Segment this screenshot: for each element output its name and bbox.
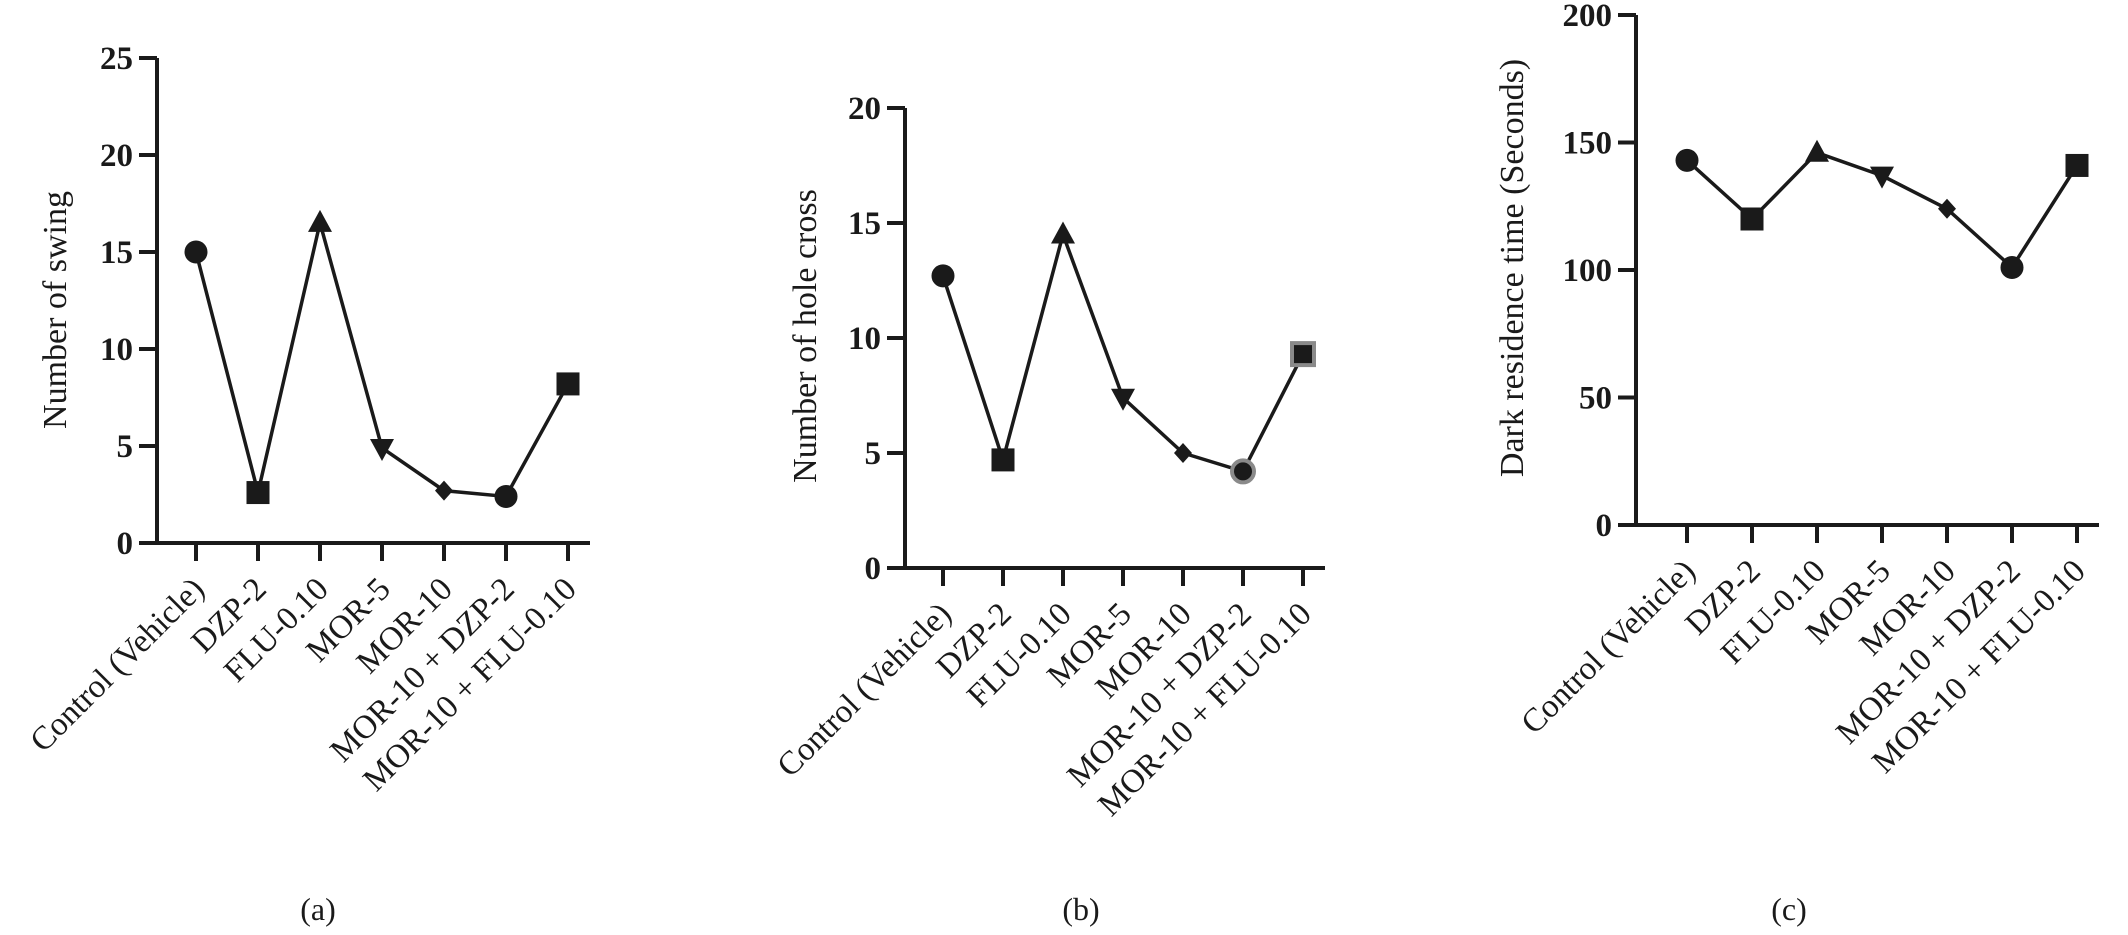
- panel-a-data-point: [494, 484, 518, 508]
- panel-b-y-tick-label: 0: [865, 551, 882, 587]
- panel-a-data-point: [370, 438, 394, 461]
- panel-a-label: (a): [300, 891, 336, 927]
- panel-b-data-point: [1290, 341, 1316, 368]
- panel-b-data-point: [1051, 221, 1075, 244]
- panel-c-y-tick-label: 100: [1563, 253, 1613, 289]
- panel-c-data-point: [2000, 255, 2024, 279]
- panel-b-data-point: [1230, 458, 1256, 485]
- panel-c-data-point: [1740, 207, 1764, 231]
- panel-a-y-tick-label: 15: [100, 235, 133, 271]
- panel-c-data-point: [1870, 166, 1894, 189]
- panel-c-y-tick-label: 0: [1596, 508, 1613, 544]
- panel-a-data-point: [556, 372, 580, 396]
- panel-b-y-tick-label: 10: [848, 321, 881, 357]
- panel-a: Number of swing (a) 0 5 10 15 20 25 Control (V…: [24, 41, 590, 927]
- panel-b-y-tick-label: 15: [848, 206, 881, 242]
- panel-b-series-line: [941, 228, 1305, 474]
- panel-b-data-point: [1174, 443, 1192, 463]
- panel-c-data-point: [1805, 139, 1829, 162]
- panel-b-axes: [903, 108, 1325, 570]
- panel-a-y-tick-label: 0: [117, 526, 134, 562]
- panel-b-x-tick-label: Control (Vehicle): [771, 596, 959, 784]
- panel-a-y-axis-label: Number of swing: [37, 191, 74, 429]
- panel-a-y-tick-label: 20: [100, 138, 133, 174]
- panel-b-data-point: [1111, 388, 1135, 411]
- panel-b-data-point: [931, 264, 955, 288]
- panel-a-data-point: [246, 481, 270, 505]
- panel-b-y-tick-label: 5: [865, 436, 882, 472]
- panel-c-y-axis-label: Dark residence time (Seconds): [1494, 59, 1531, 477]
- panel-c-x-tick-label: Control (Vehicle): [1515, 553, 1703, 741]
- panel-c-data-point: [1675, 148, 1699, 172]
- panel-a-data-point: [435, 480, 453, 501]
- panel-a-x-tick-label: Control (Vehicle): [24, 571, 212, 759]
- panel-c-data-point: [1938, 198, 1956, 219]
- panel-c-axes: [1634, 15, 2099, 527]
- panel-a-y-tick-label: 25: [100, 41, 133, 77]
- panel-a-data-point: [184, 240, 208, 264]
- panel-a-axes: [155, 58, 590, 545]
- panel-c-y-tick-label: 200: [1563, 0, 1613, 34]
- panel-c-data-point: [2065, 153, 2089, 177]
- panel-c-y-tick-label: 150: [1563, 126, 1613, 162]
- panel-b: Number of hole cross (b) 0 5 10 15 20 Control…: [771, 91, 1325, 927]
- panel-c-y-tick-label: 50: [1579, 381, 1612, 417]
- panel-b-data-point: [991, 448, 1015, 472]
- panel-c: Dark residence time (Seconds) (c) 0 50 100…: [1494, 0, 2099, 927]
- panel-a-y-tick-label: 10: [100, 332, 133, 368]
- panel-b-y-tick-label: 20: [848, 91, 881, 127]
- panel-b-label: (b): [1062, 891, 1099, 927]
- panel-a-data-point: [308, 209, 332, 232]
- panel-b-y-axis-label: Number of hole cross: [787, 189, 824, 483]
- panel-c-label: (c): [1771, 891, 1807, 927]
- panel-a-y-tick-label: 5: [117, 429, 134, 465]
